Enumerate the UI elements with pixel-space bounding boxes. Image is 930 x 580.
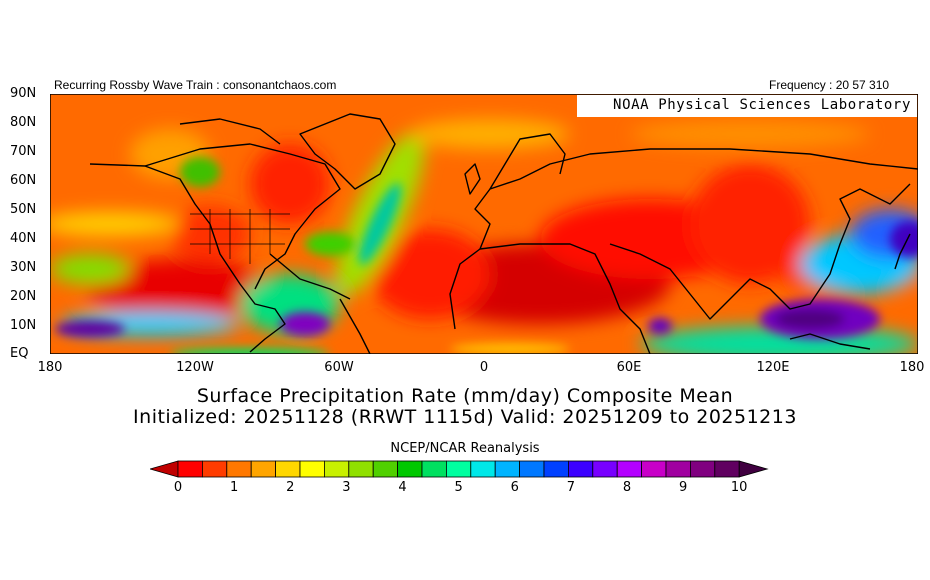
colorbar-cell [714, 460, 740, 478]
colorbar-label: 1 [229, 480, 239, 495]
colorbar-cell [592, 460, 618, 478]
colorbar-cell [494, 460, 521, 478]
lon-label-0: 0 [479, 360, 489, 375]
colorbar-cell [641, 460, 667, 478]
colorbar-cell [470, 460, 496, 478]
colorbar-label: 2 [286, 480, 295, 495]
colorbar-label: 0 [173, 480, 183, 495]
lat-label-20n: 20N [10, 289, 37, 304]
colorbar-cell [543, 460, 569, 478]
colorbar-cell [567, 460, 594, 478]
colorbar-cell [202, 460, 228, 478]
colorbar-label: 3 [342, 480, 351, 495]
lon-label-180e: 180 [899, 360, 925, 375]
colorbar-label: 9 [678, 480, 688, 495]
precipitation-map [50, 94, 918, 354]
lat-label-50n: 50N [10, 202, 37, 217]
lat-label-30n: 30N [10, 260, 37, 275]
colorbar-cell [323, 460, 350, 478]
colorbar-label: 5 [454, 480, 463, 495]
colorbar-cell [299, 460, 325, 478]
colorbar-cell [519, 460, 545, 478]
colorbar-cell [275, 460, 301, 478]
colorbar-cell [177, 460, 203, 478]
lat-label-80n: 80N [10, 115, 37, 130]
lon-label-120e: 120E [756, 360, 790, 375]
colorbar-label: 7 [566, 480, 575, 495]
colorbar [150, 460, 769, 478]
colorbar-cell [665, 460, 691, 478]
colorbar-cell [397, 460, 423, 478]
lat-label-70n: 70N [10, 144, 37, 159]
lon-label-60e: 60E [616, 360, 642, 375]
colorbar-label: 4 [398, 480, 407, 495]
credit-text: NOAA Physical Sciences Laboratory [613, 97, 911, 113]
credit-box: NOAA Physical Sciences Laboratory [577, 95, 917, 117]
lat-label-eq: EQ [10, 346, 29, 361]
colorbar-cell [372, 460, 398, 478]
colorbar-arrow-low [150, 460, 179, 478]
colorbar-cell [616, 460, 643, 478]
colorbar-cell [348, 460, 374, 478]
lon-label-120w: 120W [176, 360, 214, 375]
colorbar-label: 6 [510, 480, 519, 495]
header-left-text: Recurring Rossby Wave Train : consonantc… [54, 78, 337, 92]
map-title-line2: Initialized: 20251128 (RRWT 1115d) Valid… [133, 406, 797, 428]
colorbar-label: 8 [622, 480, 632, 495]
colorbar-cell [421, 460, 447, 478]
lon-label-60w: 60W [324, 360, 354, 375]
colorbar-cell [226, 460, 252, 478]
data-source-label: NCEP/NCAR Reanalysis [390, 441, 540, 456]
map-title-line1: Surface Precipitation Rate (mm/day) Comp… [196, 385, 734, 407]
colorbar-label: 10 [730, 480, 748, 495]
colorbar-cell [250, 460, 276, 478]
lat-label-60n: 60N [10, 173, 37, 188]
colorbar-cell [690, 460, 716, 478]
colorbar-cell [445, 460, 472, 478]
colorbar-arrow-high [738, 460, 769, 478]
lat-label-90n: 90N [10, 86, 37, 101]
header-right-text: Frequency : 20 57 310 [769, 78, 890, 92]
lat-label-10n: 10N [10, 318, 37, 333]
lon-label-180w: 180 [37, 360, 63, 375]
lat-label-40n: 40N [10, 231, 37, 246]
